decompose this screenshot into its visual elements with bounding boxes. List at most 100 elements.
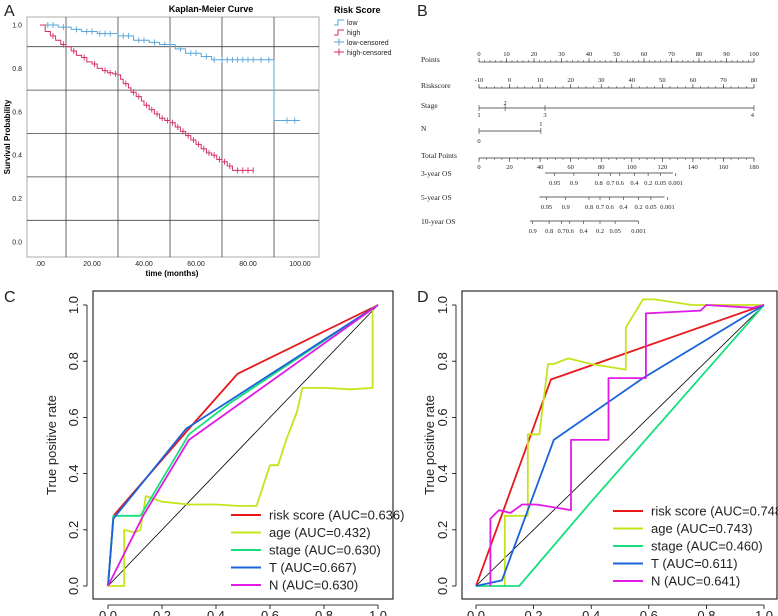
roc-c-y-axis-label: True positive rate — [44, 395, 59, 495]
panel-letter-d: D — [417, 289, 429, 306]
nomo-row-label: 10-year OS — [421, 217, 455, 226]
nomo-prob-label: 0.7 — [596, 204, 605, 211]
km-series — [40, 22, 300, 174]
roc-curve-n — [489, 304, 765, 586]
panel-letter-a: A — [4, 3, 15, 20]
roc-xtick-label: 0.8 — [697, 608, 715, 616]
roc-c-plot-frame — [92, 290, 394, 600]
nomo-tick-label: 30 — [598, 77, 605, 84]
roc-ytick-label: 0.8 — [435, 352, 450, 370]
km-xtick-label: 100.00 — [289, 261, 311, 268]
nomo-prob-label: 0.6 — [566, 228, 575, 235]
nomo-prob-label: 0.9 — [529, 228, 537, 235]
nomo-prob-label: 0.05 — [609, 228, 620, 235]
roc-legend-label: stage (AUC=0.630) — [269, 543, 381, 558]
nomo-tick-label: 60 — [567, 164, 574, 171]
nomo-prob-label: 0.95 — [549, 180, 560, 187]
nomo-tick-label: 180 — [749, 164, 759, 171]
panel-letter-c: C — [4, 289, 16, 306]
km-legend-swatch — [334, 48, 344, 56]
nomo-tick-label: 20 — [531, 51, 538, 58]
km-legend-label: low — [347, 20, 358, 27]
nomo-tick-label: 60 — [690, 77, 697, 84]
nomo-row-label: Riskscore — [421, 81, 451, 90]
nomo-prob-label: 0.001 — [660, 204, 675, 211]
nomo-prob-label: 0.05 — [655, 180, 666, 187]
km-x-ticks: .00 20.00 40.00 60.00 80.00 100.00 — [35, 261, 311, 268]
km-title: Kaplan-Meier Curve — [169, 4, 254, 14]
nomo-prob-label: 0.4 — [619, 204, 628, 211]
nomo-cat-label: 3 — [543, 112, 546, 119]
nomo-tick-label: 0 — [477, 164, 480, 171]
km-legend-label: low-censored — [347, 40, 389, 47]
roc-curve-n — [107, 304, 379, 587]
nomo-tick-label: 140 — [688, 164, 698, 171]
roc-xtick-label: 0.0 — [467, 608, 485, 616]
nomo-prob-label: 0.05 — [645, 204, 656, 211]
panel-c-roc-chart: 0.0 0.2 0.4 0.6 0.8 1.0 0.0 0.2 0.4 0.6 0.8 1.0 Tru… — [44, 290, 404, 616]
nomo-cat-label: 1 — [539, 121, 542, 128]
nomo-tick-label: 50 — [659, 77, 666, 84]
nomo-tick-label: 20 — [567, 77, 574, 84]
km-ytick-label: 1.0 — [12, 23, 22, 30]
roc-legend-label: risk score (AUC=0.748) — [651, 504, 778, 519]
nomo-prob-label: 0.2 — [596, 228, 604, 235]
roc-ytick-label: 0.4 — [66, 465, 81, 483]
km-y-axis-label: Survival Probability — [3, 99, 12, 174]
roc-curve-t — [475, 304, 765, 587]
km-ytick-label: 0.8 — [12, 66, 22, 73]
nomo-tick-label: 10 — [537, 77, 544, 84]
km-xtick-label: .00 — [35, 261, 45, 268]
roc-ytick-label: 0.4 — [435, 465, 450, 483]
nomo-prob-label: 0.6 — [616, 180, 625, 187]
roc-xtick-label: 0.0 — [99, 608, 117, 616]
roc-curve-risk-score — [475, 304, 765, 587]
roc-xtick-label: 0.6 — [640, 608, 658, 616]
roc-curve-age — [108, 304, 379, 587]
roc-d-y-axis-label: True positive rate — [422, 395, 437, 495]
km-legend-swatch — [334, 19, 344, 26]
nomo-prob-label: 0.2 — [644, 180, 652, 187]
roc-legend-label: age (AUC=0.432) — [269, 525, 371, 540]
roc-legend-label: N (AUC=0.630) — [269, 578, 358, 593]
roc-c-axes: 0.0 0.2 0.4 0.6 0.8 1.0 0.0 0.2 0.4 0.6 0.8 1.0 — [66, 296, 387, 616]
nomo-tick-label: 160 — [719, 164, 729, 171]
nomo-tick-label: 70 — [720, 77, 727, 84]
nomo-prob-label: 0.9 — [562, 204, 570, 211]
roc-legend-label: age (AUC=0.743) — [651, 521, 753, 536]
nomo-prob-label: 0.7 — [557, 228, 566, 235]
nomo-row-label: 5-year OS — [421, 193, 452, 202]
nomo-cat-label: 0 — [477, 138, 480, 145]
roc-ytick-label: 1.0 — [66, 296, 81, 314]
nomo-tick-label: 0 — [477, 51, 480, 58]
nomo-prob-label: 0.4 — [579, 228, 588, 235]
roc-ytick-label: 0.0 — [66, 577, 81, 595]
roc-curve-stage — [476, 304, 765, 587]
nomo-row-label: Total Points — [421, 151, 457, 160]
nomo-tick-label: 60 — [641, 51, 648, 58]
nomo-prob-label: 0.001 — [668, 180, 683, 187]
roc-legend-label: stage (AUC=0.460) — [651, 539, 763, 554]
km-xtick-label: 20.00 — [83, 261, 101, 268]
roc-legend-label: T (AUC=0.611) — [651, 556, 738, 571]
km-y-ticks: 0.0 0.2 0.4 0.6 0.8 1.0 — [12, 23, 22, 247]
km-ytick-label: 0.6 — [12, 109, 22, 116]
panel-a-km-chart: Kaplan-Meier Curve 0.0 0.2 0.4 0.6 0.8 1.0 .0… — [3, 4, 391, 278]
roc-curve-age — [503, 298, 764, 586]
km-legend-label: high — [347, 30, 360, 37]
nomo-tick-label: 0 — [508, 77, 511, 84]
nomo-prob-label: 0.9 — [570, 180, 578, 187]
nomo-prob-label: 0.001 — [631, 228, 646, 235]
km-xtick-label: 80.00 — [239, 261, 257, 268]
nomo-cat-label: 2 — [504, 100, 507, 107]
roc-xtick-label: 0.4 — [582, 608, 600, 616]
roc-legend-label: N (AUC=0.641) — [651, 574, 740, 589]
nomo-tick-label: 120 — [657, 164, 667, 171]
nomo-prob-label: 0.95 — [541, 204, 552, 211]
km-legend-entries: low high low-censored high-censored — [334, 19, 391, 57]
panel-letter-b: B — [417, 3, 428, 20]
nomo-row-label: Stage — [421, 101, 438, 110]
roc-xtick-label: 1.0 — [369, 608, 387, 616]
nomo-prob-label: 0.6 — [606, 204, 615, 211]
